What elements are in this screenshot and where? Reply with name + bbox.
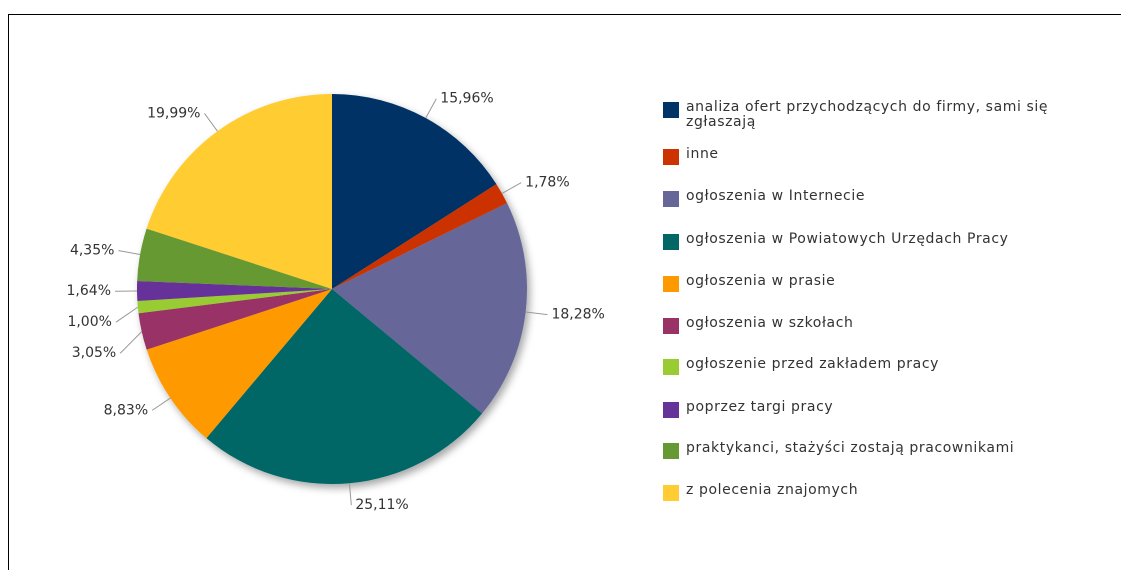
data-label: 8,83% <box>104 402 148 418</box>
slice <box>146 94 332 289</box>
legend-swatch <box>663 102 679 118</box>
legend-item: ogłoszenia w prasie <box>663 274 1096 292</box>
legend-label: z polecenia znajomych <box>686 482 859 498</box>
leader-line <box>348 483 352 506</box>
data-label: 1,00% <box>67 314 111 330</box>
slice <box>137 228 332 289</box>
legend-label: poprzez targi pracy <box>686 399 834 415</box>
legend-item: inne <box>663 147 1096 165</box>
legend-swatch <box>663 359 679 375</box>
data-label: 1,78% <box>525 175 569 191</box>
legend-swatch <box>663 485 679 501</box>
legend-swatch <box>663 443 679 459</box>
legend-swatch <box>663 234 679 250</box>
leader-line <box>151 397 171 411</box>
slice <box>137 280 332 302</box>
legend-item: ogłoszenia w szkołach <box>663 316 1096 334</box>
legend-item: z polecenia znajomych <box>663 483 1096 501</box>
legend-item: analiza ofert przychodzących do firmy, s… <box>663 100 1096 130</box>
legend-label: inne <box>686 146 719 162</box>
slice <box>138 289 332 350</box>
leader-line <box>525 311 548 316</box>
data-label: 19,99% <box>147 105 200 121</box>
legend-label: ogłoszenie przed zakładem pracy <box>686 356 940 372</box>
data-label: 15,96% <box>440 91 493 107</box>
pie <box>137 94 527 484</box>
legend-item: ogłoszenia w Internecie <box>663 189 1096 207</box>
legend-item: poprzez targi pracy <box>663 400 1096 418</box>
slice <box>146 289 332 439</box>
data-label: 1,64% <box>67 283 111 299</box>
legend-swatch <box>663 276 679 292</box>
leader-line <box>119 331 143 354</box>
frame <box>8 14 1121 570</box>
legend-swatch <box>663 191 679 207</box>
legend-swatch <box>663 402 679 418</box>
data-label: 3,05% <box>72 345 116 361</box>
legend-label: ogłoszenia w Internecie <box>686 188 866 204</box>
leader-line <box>501 182 522 194</box>
legend-swatch <box>663 318 679 334</box>
slice <box>137 289 332 314</box>
slice <box>206 289 483 484</box>
data-label: 25,11% <box>355 497 408 513</box>
legend-item: ogłoszenie przed zakładem pracy <box>663 357 1096 375</box>
leader-line <box>115 306 139 323</box>
slice <box>332 203 527 414</box>
legend-swatch <box>663 149 679 165</box>
legend-item: praktykanci, stażyści zostają pracownika… <box>663 441 1096 459</box>
legend-label: ogłoszenia w Powiatowych Urzędach Pracy <box>686 231 1009 247</box>
data-label: 4,35% <box>70 243 114 259</box>
leader-line <box>118 250 141 255</box>
slice <box>332 94 497 289</box>
legend-label: analiza ofert przychodzących do firmy, s… <box>686 99 1049 130</box>
leader-line <box>425 98 437 119</box>
legend-label: ogłoszenia w prasie <box>686 273 836 289</box>
legend-label: praktykanci, stażyści zostają pracownika… <box>686 440 1015 456</box>
data-label: 18,28% <box>551 307 604 323</box>
legend-item: ogłoszenia w Powiatowych Urzędach Pracy <box>663 232 1096 250</box>
legend-label: ogłoszenia w szkołach <box>686 315 854 331</box>
slice <box>332 184 508 289</box>
leader-line <box>204 113 218 132</box>
